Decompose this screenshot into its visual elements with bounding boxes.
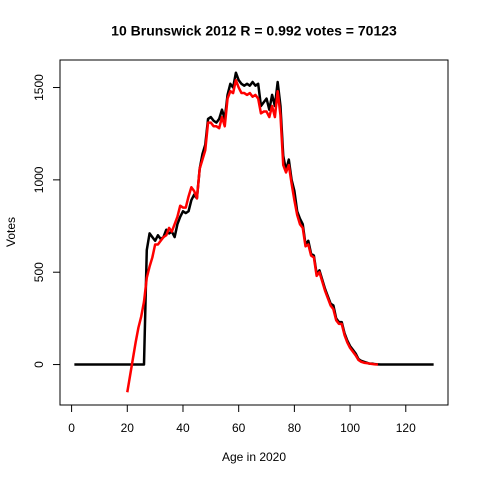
x-tick-label: 80 xyxy=(288,421,302,435)
y-tick-label: 500 xyxy=(32,262,46,282)
x-tick-label: 0 xyxy=(68,421,75,435)
x-tick-label: 100 xyxy=(340,421,360,435)
x-tick-label: 60 xyxy=(232,421,246,435)
x-tick-label: 120 xyxy=(396,421,416,435)
x-tick-label: 20 xyxy=(121,421,135,435)
x-axis-label: Age in 2020 xyxy=(222,450,286,464)
x-tick-label: 40 xyxy=(176,421,190,435)
y-tick-label: 0 xyxy=(32,361,46,368)
y-axis-label: Votes xyxy=(4,217,18,247)
series-line xyxy=(126,78,379,393)
chart-title: 10 Brunswick 2012 R = 0.992 votes = 7012… xyxy=(111,23,397,39)
y-tick-label: 1500 xyxy=(32,74,46,101)
y-tick-label: 1000 xyxy=(32,166,46,193)
